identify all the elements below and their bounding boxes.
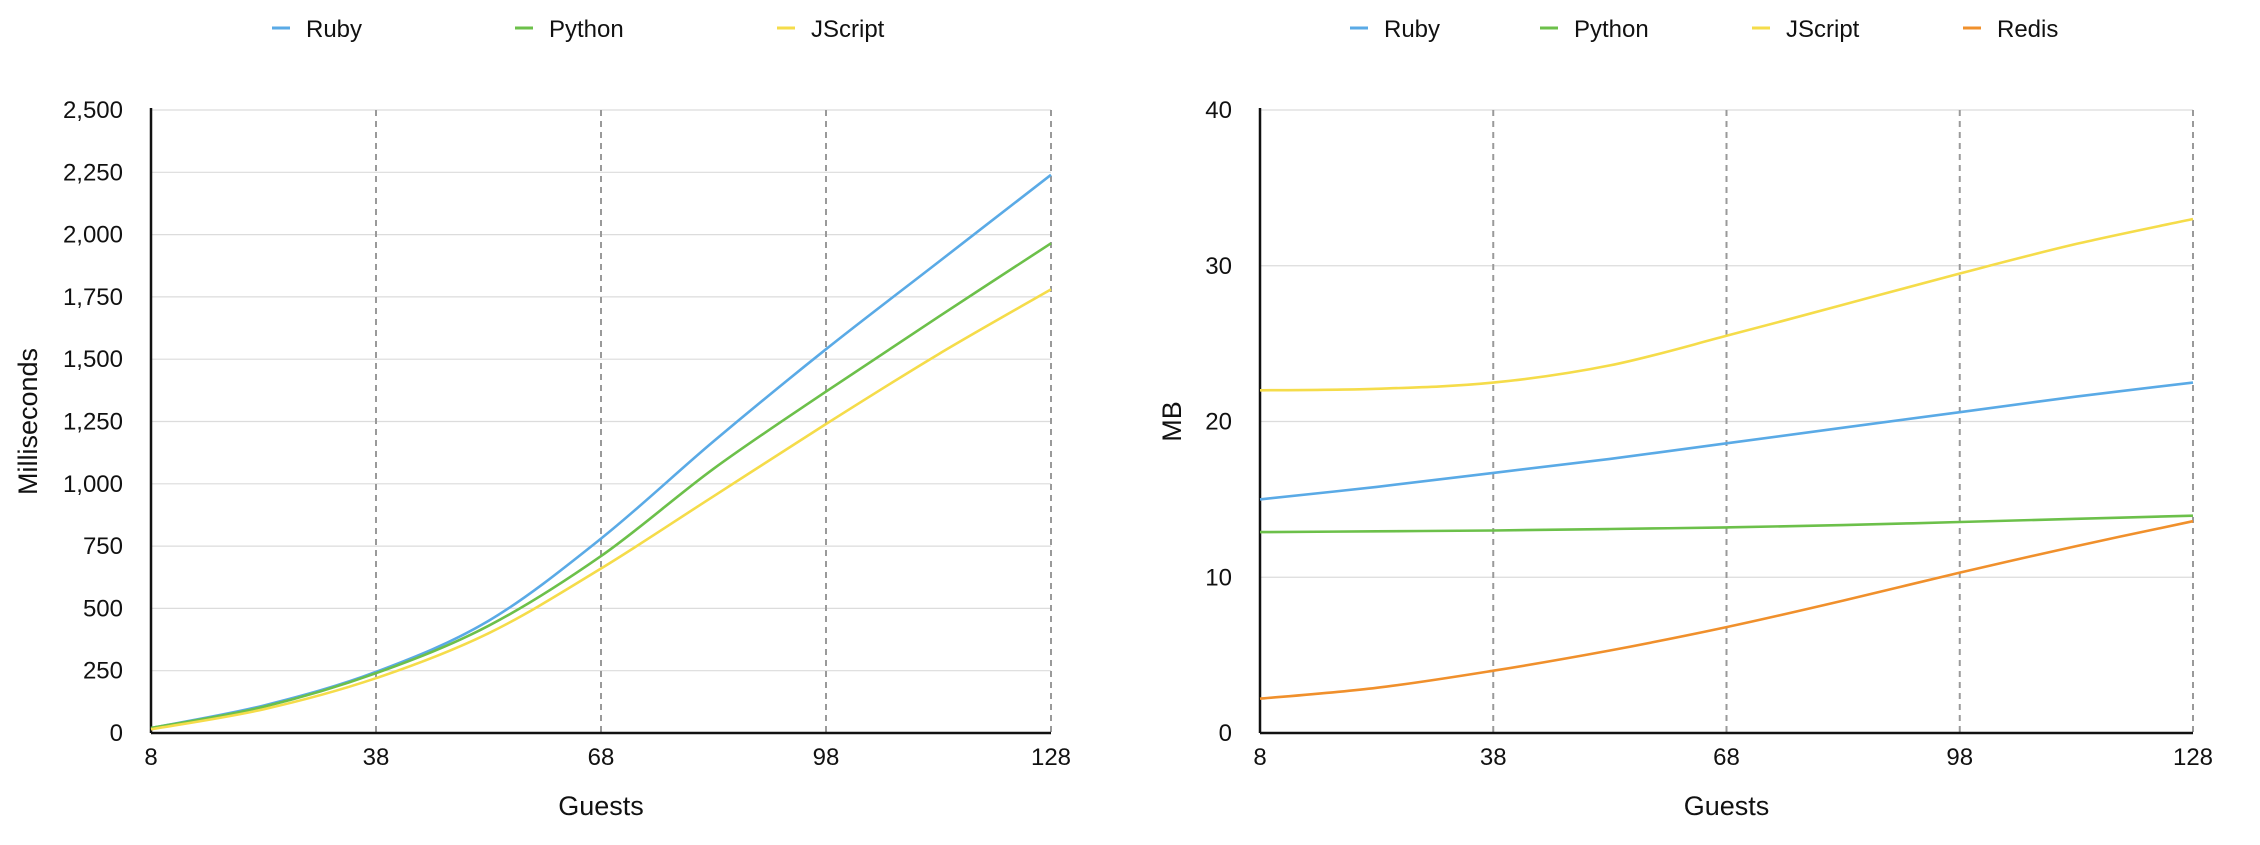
series-line-python (150, 242, 1052, 730)
legend-item-ruby: Ruby (1350, 16, 1440, 43)
y-tick-label: 2,250 (63, 159, 123, 186)
legend-item-jscript: JScript (777, 16, 885, 43)
y-tick-label: 250 (83, 658, 123, 685)
series-line-ruby (1259, 381, 2194, 501)
legend-label: Python (1574, 16, 1649, 43)
series-line-jscript (1259, 217, 2194, 392)
legend-item-ruby: Ruby (272, 16, 362, 43)
y-tick-label: 1,500 (63, 346, 123, 373)
y-tick-label: 20 (1205, 409, 1232, 436)
y-tick-label: 2,500 (63, 97, 123, 124)
y-tick-label: 30 (1205, 253, 1232, 280)
legend-label: JScript (1786, 16, 1860, 43)
y-tick-label: 1,250 (63, 409, 123, 436)
x-tick-label: 38 (363, 744, 390, 771)
y-axis-title: MB (1157, 401, 1187, 442)
legend-label: Python (549, 16, 624, 43)
series-line-redis (1259, 519, 2194, 700)
legend-label: Ruby (306, 16, 362, 43)
y-axis-title: Milliseconds (13, 348, 43, 495)
legend-item-python: Python (515, 16, 624, 43)
y-tick-label: 40 (1205, 97, 1232, 124)
series-line-jscript (150, 288, 1052, 731)
legend-item-python: Python (1540, 16, 1649, 43)
y-tick-label: 0 (1219, 720, 1232, 747)
x-axis-title: Guests (558, 791, 644, 821)
legend-item-redis: Redis (1963, 16, 2058, 43)
y-tick-label: 1,750 (63, 284, 123, 311)
y-tick-label: 1,000 (63, 471, 123, 498)
legend-label: Ruby (1384, 16, 1440, 43)
x-tick-label: 38 (1480, 744, 1507, 771)
x-tick-label: 68 (1713, 744, 1740, 771)
chart-1: 0 250 500 750 1,000 1,250 1,500 1,750 2,000 2,250… (13, 16, 1071, 821)
y-tick-label: 500 (83, 595, 123, 622)
x-tick-label: 128 (2173, 744, 2213, 771)
y-tick-label: 10 (1205, 564, 1232, 591)
y-tick-label: 0 (110, 720, 123, 747)
x-tick-label: 8 (1253, 744, 1266, 771)
chart-2: 0 10 20 30 40 8 38 68 98 128 Guests MB Ruby Python JSc… (1157, 16, 2213, 821)
y-tick-label: 750 (83, 533, 123, 560)
x-tick-label: 68 (588, 744, 615, 771)
legend-item-jscript: JScript (1752, 16, 1860, 43)
x-tick-label: 128 (1031, 744, 1071, 771)
x-axis-title: Guests (1684, 791, 1770, 821)
legend-label: JScript (811, 16, 885, 43)
legend-label: Redis (1997, 16, 2058, 43)
y-tick-label: 2,000 (63, 222, 123, 249)
x-tick-label: 98 (813, 744, 840, 771)
x-tick-label: 98 (1946, 744, 1973, 771)
x-tick-label: 8 (144, 744, 157, 771)
series-line-python (1259, 514, 2194, 534)
